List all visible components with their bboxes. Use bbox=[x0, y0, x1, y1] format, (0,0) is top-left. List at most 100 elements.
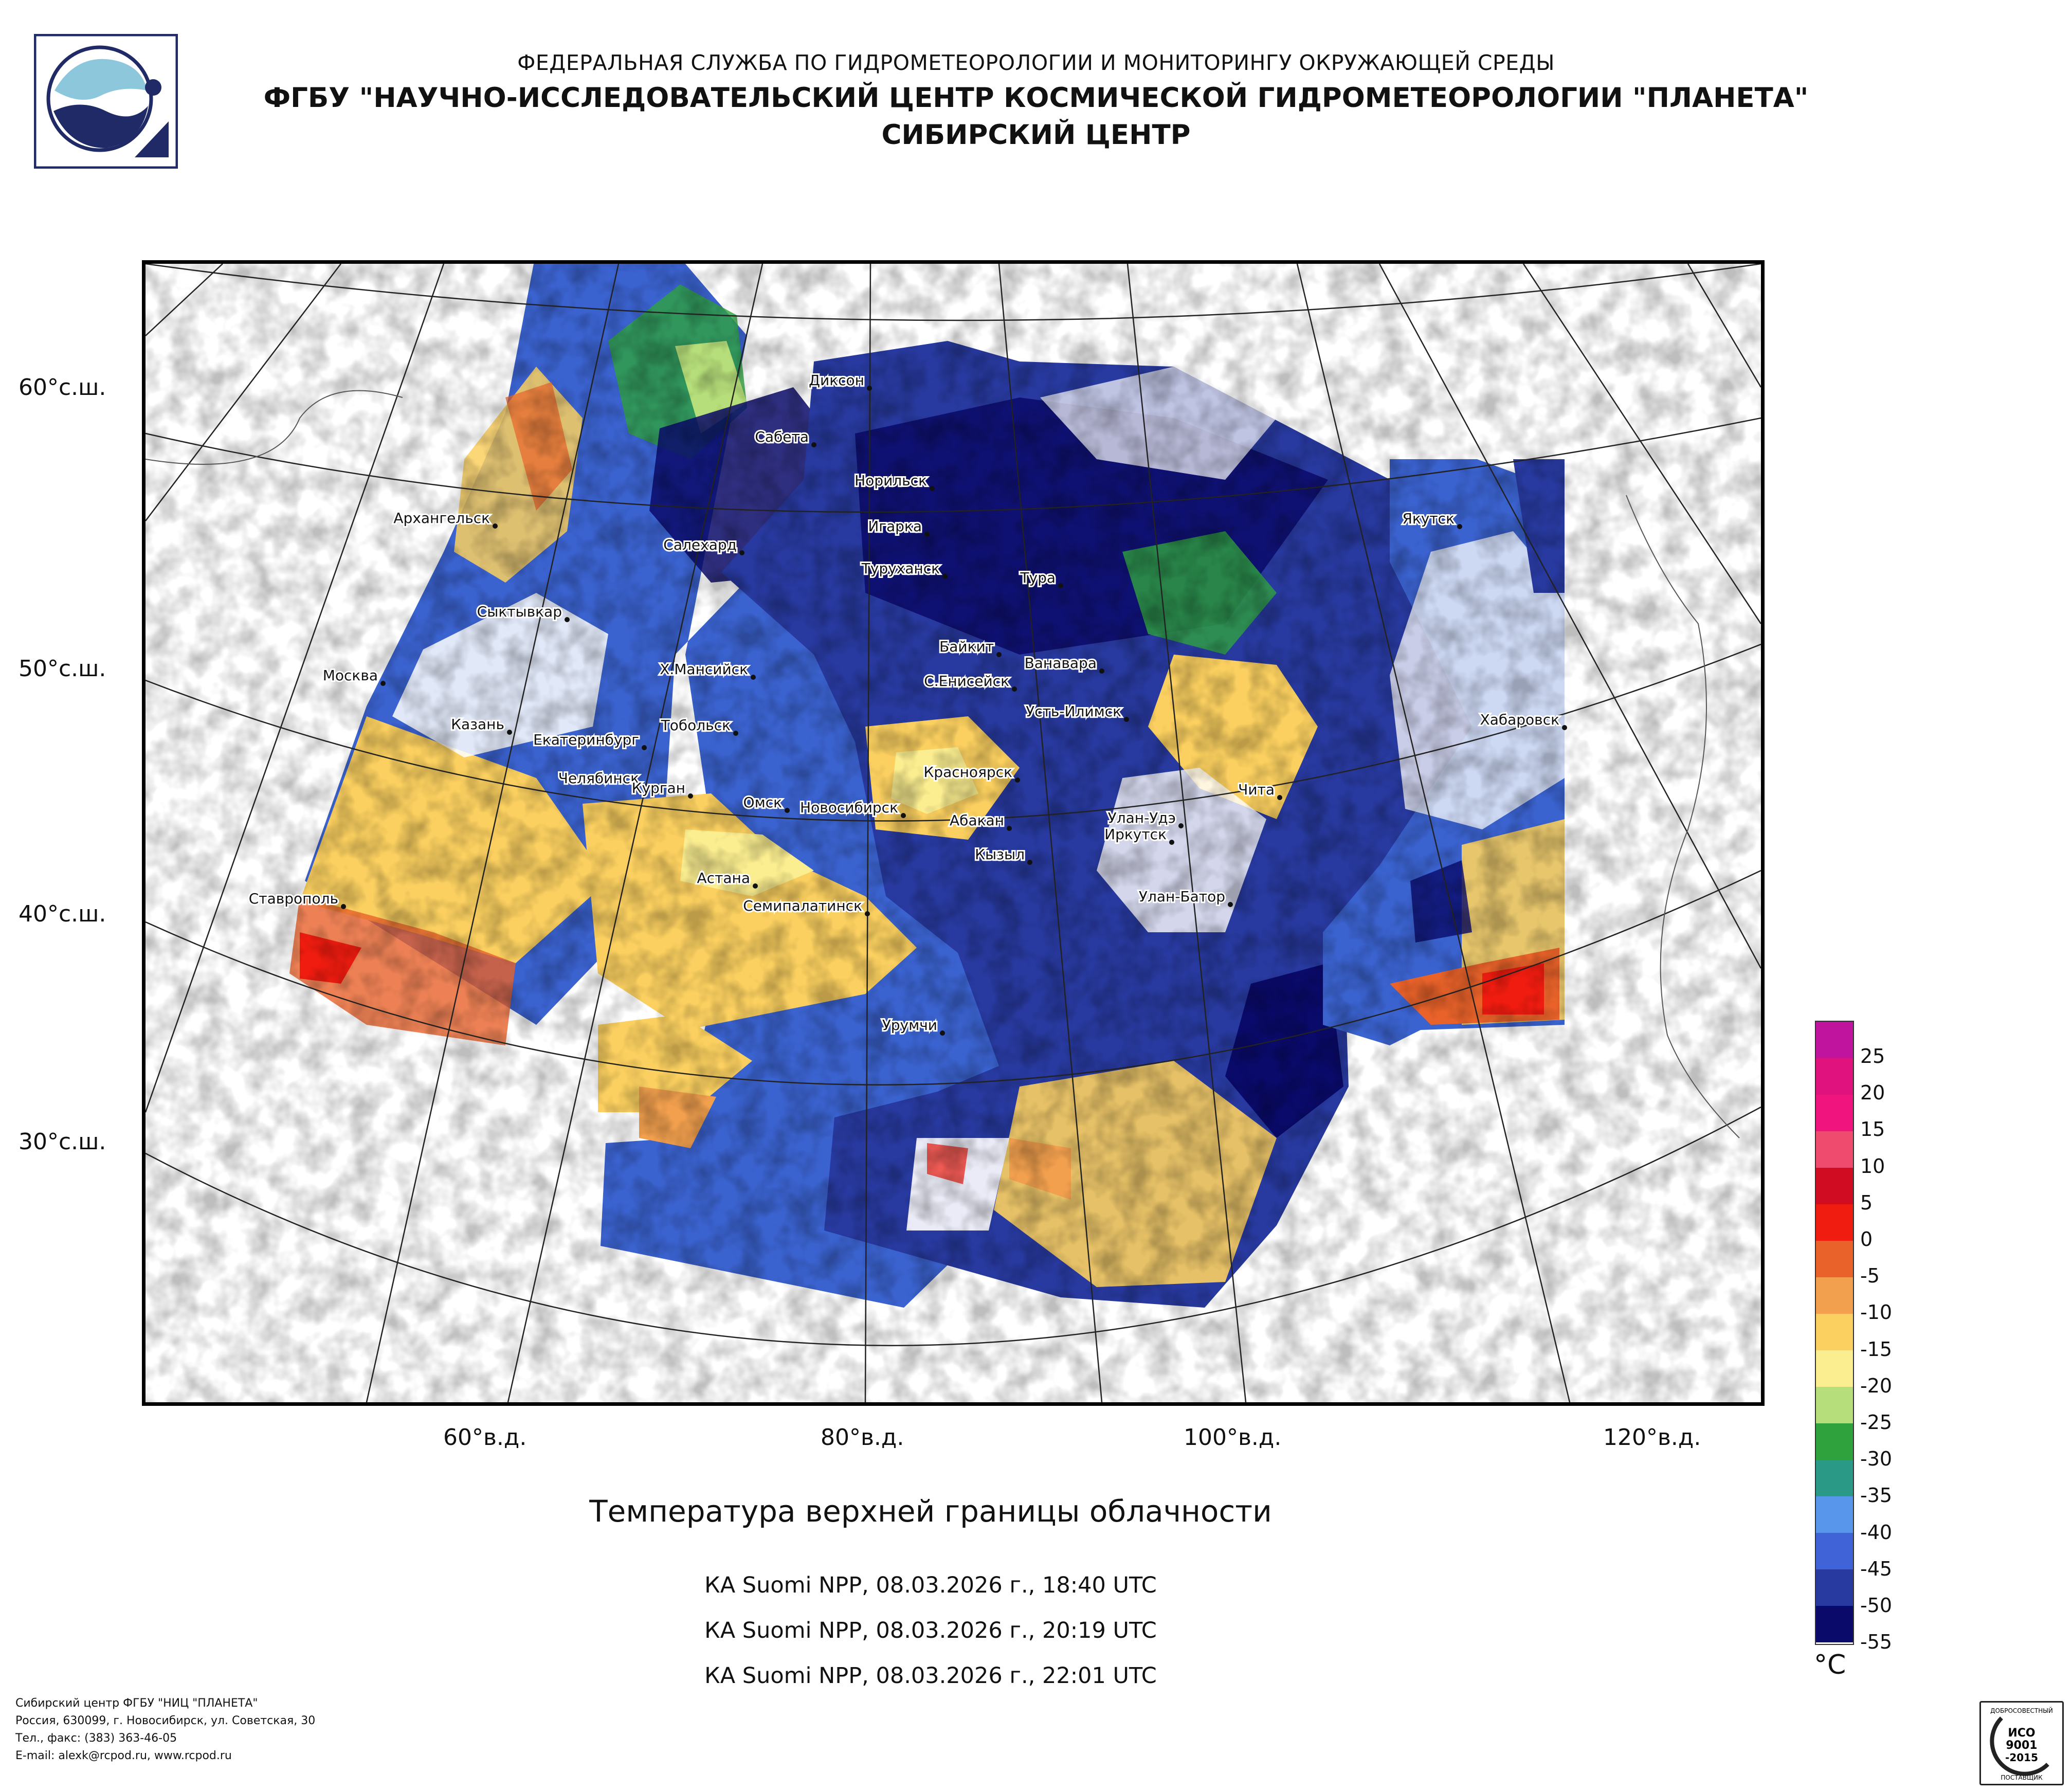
city-label-halo: Байкит bbox=[939, 638, 994, 655]
city-label: Урумчи bbox=[882, 1017, 937, 1034]
city-label: Игарка bbox=[868, 518, 922, 535]
graticule bbox=[146, 264, 1761, 1402]
lat-label-40: 40°с.ш. bbox=[19, 901, 106, 927]
cert-line1: ИСО bbox=[2008, 1727, 2035, 1740]
city-label-halo: Игарка bbox=[868, 518, 922, 535]
lon-label-120: 120°в.д. bbox=[1603, 1424, 1701, 1451]
city-label-halo: Тура bbox=[1020, 569, 1056, 586]
city-dot bbox=[1027, 860, 1032, 865]
footer-phone: Тел., факс: (383) 363-46-05 bbox=[15, 1732, 177, 1745]
city-label-halo: Х.Мансийск bbox=[660, 661, 748, 678]
footer-contacts: Сибирский центр ФГБУ "НИЦ "ПЛАНЕТА" Росс… bbox=[15, 1695, 315, 1765]
city-dot bbox=[341, 904, 346, 909]
city-label-halo: Сыктывкар bbox=[477, 603, 562, 620]
city-dot bbox=[507, 730, 512, 735]
legend-swatch bbox=[1816, 1314, 1853, 1350]
planeta-logo bbox=[33, 33, 178, 169]
legend-label: -50 bbox=[1860, 1594, 1893, 1617]
city-label: Москва bbox=[323, 667, 378, 684]
city-dot bbox=[924, 532, 930, 537]
city-label: Тура bbox=[1020, 569, 1056, 586]
city-label-halo: Новосибирск bbox=[800, 799, 898, 816]
city-dot bbox=[1228, 902, 1233, 907]
legend-swatch bbox=[1816, 1569, 1853, 1606]
city-label-halo: Улан-Удэ bbox=[1108, 809, 1176, 826]
header-agency: ФЕДЕРАЛЬНАЯ СЛУЖБА ПО ГИДРОМЕТЕОРОЛОГИИ … bbox=[517, 50, 1555, 75]
city-dot bbox=[1457, 524, 1462, 529]
lat-label-60: 60°с.ш. bbox=[19, 374, 106, 401]
legend-label: -5 bbox=[1860, 1264, 1880, 1288]
city-layer: ДиксонДиксонСабетаСабетаНорильскНорильск… bbox=[247, 370, 1567, 1036]
legend-unit: °C bbox=[1814, 1650, 1846, 1680]
pass-1: КА Suomi NPP, 08.03.2026 г., 18:40 UTC bbox=[704, 1572, 1157, 1598]
footer-address: Россия, 630099, г. Новосибирск, ул. Сове… bbox=[15, 1714, 316, 1727]
legend-swatch bbox=[1816, 1131, 1853, 1168]
city-dot bbox=[493, 523, 498, 529]
city-dot bbox=[1124, 717, 1129, 722]
city-label-halo: Усть-Илимск bbox=[1026, 703, 1121, 720]
city-label-halo: Урумчи bbox=[882, 1017, 937, 1034]
legend-swatch bbox=[1816, 1058, 1853, 1095]
city-label-halo: Москва bbox=[323, 667, 378, 684]
legend-swatch bbox=[1816, 1533, 1853, 1569]
city-label: Абакан bbox=[950, 812, 1004, 829]
lat-label-50: 50°с.ш. bbox=[19, 656, 106, 682]
city-label-halo: Челябинск bbox=[558, 770, 639, 787]
city-label: С.Енисейск bbox=[924, 673, 1009, 690]
city-label: Омск bbox=[743, 794, 782, 811]
city-dot bbox=[1012, 686, 1017, 692]
lat-label-30: 30°с.ш. bbox=[19, 1129, 106, 1155]
city-label-halo: Улан-Батор bbox=[1139, 888, 1225, 905]
city-dot bbox=[688, 793, 693, 799]
legend-label: -45 bbox=[1860, 1557, 1893, 1580]
city-label: Якутск bbox=[1402, 510, 1455, 527]
legend-swatch bbox=[1816, 1277, 1853, 1314]
city-label-halo: Омск bbox=[743, 794, 782, 811]
city-label: Казань bbox=[451, 716, 504, 733]
city-dot bbox=[1562, 725, 1567, 730]
legend-label: 15 bbox=[1860, 1118, 1885, 1141]
city-label-halo: Иркутск bbox=[1104, 826, 1167, 843]
city-label: Астана bbox=[697, 870, 750, 887]
city-label: Диксон bbox=[809, 372, 864, 389]
legend-swatch bbox=[1816, 1204, 1853, 1241]
city-label-halo: Семипалатинск bbox=[743, 897, 862, 914]
city-dot bbox=[942, 574, 948, 579]
coastline bbox=[1626, 495, 1740, 1138]
city-label-halo: Якутск bbox=[1402, 510, 1455, 527]
legend-label: -10 bbox=[1860, 1301, 1893, 1324]
legend-swatch bbox=[1816, 1350, 1853, 1387]
city-dot bbox=[930, 486, 935, 491]
parallel-60 bbox=[146, 417, 1761, 513]
legend-label: 0 bbox=[1860, 1228, 1873, 1251]
city-label-halo: Диксон bbox=[809, 372, 864, 389]
pass-3: КА Suomi NPP, 08.03.2026 г., 22:01 UTC bbox=[704, 1663, 1157, 1689]
footer-org: Сибирский центр ФГБУ "НИЦ "ПЛАНЕТА" bbox=[15, 1697, 258, 1710]
legend-label: -30 bbox=[1860, 1448, 1893, 1471]
city-label: Архангельск bbox=[393, 510, 490, 527]
legend-label: -25 bbox=[1860, 1411, 1893, 1434]
city-dot bbox=[867, 386, 872, 391]
city-dot bbox=[1015, 777, 1020, 783]
city-label: Екатеринбург bbox=[533, 731, 639, 748]
city-label: Новосибирск bbox=[800, 799, 898, 816]
city-label: Сыктывкар bbox=[477, 603, 562, 620]
city-label: Тобольск bbox=[661, 717, 731, 734]
city-label-halo: Ванавара bbox=[1025, 655, 1097, 672]
city-dot bbox=[753, 883, 758, 889]
legend-swatch bbox=[1816, 1606, 1853, 1642]
city-dot bbox=[785, 808, 790, 813]
lon-label-60: 60°в.д. bbox=[443, 1424, 527, 1451]
city-dot bbox=[733, 731, 738, 736]
cert-bottom-text: ПОСТАВЩИК bbox=[2001, 1774, 2043, 1781]
city-label-halo: Казань bbox=[451, 716, 504, 733]
legend-swatch bbox=[1816, 1423, 1853, 1460]
city-label-halo: Астана bbox=[697, 870, 750, 887]
city-label-halo: Туруханск bbox=[861, 560, 940, 577]
city-label: Сабета bbox=[755, 428, 809, 445]
city-dot bbox=[901, 813, 906, 818]
city-label-halo: Салехард bbox=[663, 536, 737, 553]
parallel-40 bbox=[146, 870, 1761, 1086]
parallel-70 bbox=[146, 264, 1761, 321]
city-label-halo: Хабаровск bbox=[1480, 711, 1559, 728]
